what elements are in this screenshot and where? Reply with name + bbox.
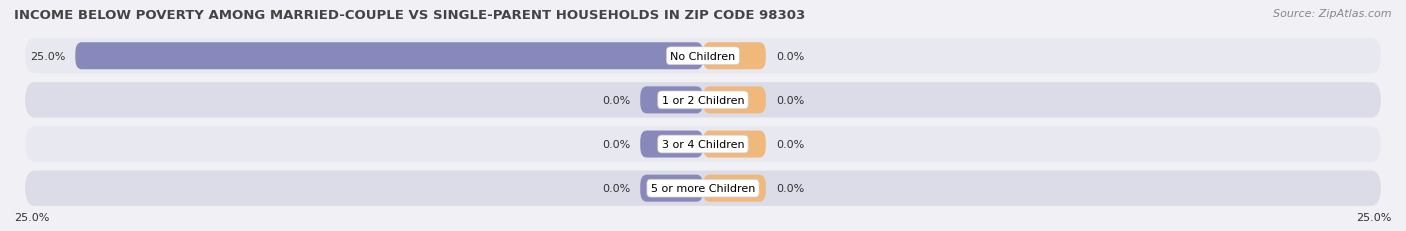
FancyBboxPatch shape — [25, 171, 1381, 206]
Text: 3 or 4 Children: 3 or 4 Children — [662, 140, 744, 149]
FancyBboxPatch shape — [76, 43, 703, 70]
FancyBboxPatch shape — [640, 131, 703, 158]
Text: 5 or more Children: 5 or more Children — [651, 183, 755, 193]
Text: 0.0%: 0.0% — [776, 52, 804, 61]
Legend: Married Couples, Single Parents: Married Couples, Single Parents — [586, 226, 820, 231]
FancyBboxPatch shape — [25, 127, 1381, 162]
FancyBboxPatch shape — [25, 83, 1381, 118]
Text: 1 or 2 Children: 1 or 2 Children — [662, 95, 744, 105]
Text: 0.0%: 0.0% — [602, 95, 630, 105]
FancyBboxPatch shape — [703, 175, 766, 202]
FancyBboxPatch shape — [703, 43, 766, 70]
Text: 0.0%: 0.0% — [602, 183, 630, 193]
Text: INCOME BELOW POVERTY AMONG MARRIED-COUPLE VS SINGLE-PARENT HOUSEHOLDS IN ZIP COD: INCOME BELOW POVERTY AMONG MARRIED-COUPL… — [14, 9, 806, 22]
Text: No Children: No Children — [671, 52, 735, 61]
Text: 25.0%: 25.0% — [30, 52, 65, 61]
Text: Source: ZipAtlas.com: Source: ZipAtlas.com — [1274, 9, 1392, 19]
FancyBboxPatch shape — [703, 87, 766, 114]
FancyBboxPatch shape — [640, 175, 703, 202]
FancyBboxPatch shape — [25, 39, 1381, 74]
Text: 0.0%: 0.0% — [776, 95, 804, 105]
Text: 0.0%: 0.0% — [602, 140, 630, 149]
FancyBboxPatch shape — [640, 87, 703, 114]
Text: 0.0%: 0.0% — [776, 140, 804, 149]
Text: 25.0%: 25.0% — [1357, 212, 1392, 222]
FancyBboxPatch shape — [703, 131, 766, 158]
Text: 25.0%: 25.0% — [14, 212, 49, 222]
Text: 0.0%: 0.0% — [776, 183, 804, 193]
